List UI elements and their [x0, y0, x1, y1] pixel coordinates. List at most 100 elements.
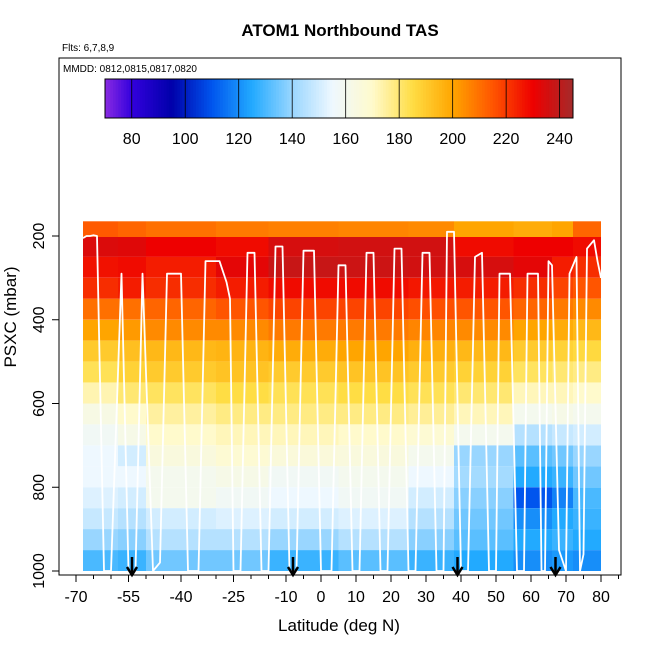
heatmap-cell — [513, 298, 552, 320]
colorbar-swatch — [211, 79, 216, 118]
heatmap-cell — [338, 221, 409, 237]
colorbar-swatch — [372, 79, 376, 118]
colorbar-swatch — [337, 79, 341, 118]
heatmap-cell — [513, 487, 552, 509]
heatmap-cell — [83, 221, 118, 237]
colorbar-tick-label: 240 — [546, 131, 573, 148]
colorbar-swatch — [228, 79, 232, 118]
colorbar-swatch — [198, 79, 202, 118]
heatmap-cell — [268, 319, 339, 341]
heatmap-cell — [268, 382, 339, 404]
colorbar-swatch — [492, 79, 496, 118]
colorbar-swatch — [129, 79, 133, 118]
heatmap-cell — [573, 466, 601, 488]
heatmap-cell — [268, 466, 339, 488]
heatmap-cell — [268, 424, 339, 446]
heatmap-cell — [146, 508, 216, 530]
heatmap-cell — [513, 382, 552, 404]
heatmap-cell — [268, 361, 339, 383]
colorbar-swatch — [431, 79, 435, 118]
colorbar-swatch — [193, 79, 197, 118]
heatmap-cell — [268, 529, 339, 550]
heatmap-cell — [146, 466, 216, 488]
chart-title: ATOM1 Northbound TAS — [241, 21, 438, 40]
colorbar-swatch — [153, 79, 157, 118]
colorbar-swatch — [468, 79, 472, 118]
colorbar-swatch — [107, 79, 111, 118]
colorbar-swatch — [131, 79, 135, 118]
colorbar-swatch — [484, 79, 488, 118]
heatmap-cell — [552, 466, 573, 488]
heatmap-cell — [216, 529, 269, 550]
colorbar-swatch — [219, 79, 224, 118]
heatmap-cell — [83, 237, 118, 257]
colorbar-swatch — [404, 79, 408, 118]
colorbar-swatch — [367, 79, 371, 118]
colorbar-swatch — [417, 79, 421, 118]
colorbar-swatch — [452, 79, 456, 118]
x-tick-label: 40 — [452, 589, 470, 606]
colorbar-swatch — [177, 79, 181, 118]
colorbar-swatch — [316, 79, 320, 118]
colorbar-swatch — [428, 79, 432, 118]
colorbar-swatch — [540, 79, 544, 118]
y-axis-title: PSXC (mbar) — [1, 266, 20, 367]
x-tick-label: 70 — [557, 589, 575, 606]
heatmap-cell — [146, 237, 216, 257]
plot-frame — [58, 57, 622, 576]
heatmap-cell — [118, 221, 146, 237]
colorbar-swatch — [297, 79, 301, 118]
heatmap-cell — [338, 508, 409, 530]
colorbar-swatch — [110, 79, 114, 118]
x-tick-label: 0 — [317, 589, 326, 606]
tropopause-line — [82, 230, 602, 572]
colorbar-swatch — [190, 79, 194, 118]
colorbar-swatch — [244, 79, 248, 118]
heatmap-cell — [146, 221, 216, 237]
colorbar-swatch — [455, 79, 459, 118]
heatmap-cell — [573, 424, 601, 446]
colorbar-swatch — [209, 79, 213, 118]
colorbar-swatch — [105, 79, 109, 118]
colorbar-swatch — [155, 79, 159, 118]
heatmap-cell — [338, 550, 409, 571]
x-tick-label: -25 — [222, 589, 245, 606]
colorbar-swatch — [409, 79, 413, 118]
heatmap-cell — [513, 221, 552, 237]
colorbar-swatch — [195, 79, 199, 118]
colorbar-swatch — [134, 79, 138, 118]
heatmap-cell — [83, 466, 118, 488]
colorbar-swatch — [500, 79, 504, 118]
heatmap-cell — [513, 424, 552, 446]
colorbar-swatch — [556, 79, 561, 118]
heatmap-cell — [408, 508, 454, 530]
heatmap-cell — [118, 424, 146, 446]
colorbar-swatch — [401, 79, 405, 118]
heatmap-cell — [408, 237, 454, 257]
colorbar-swatch — [187, 79, 191, 118]
heatmap-cell — [552, 237, 573, 257]
colorbar-swatch — [185, 79, 189, 118]
heatmap-cell — [146, 445, 216, 467]
heatmap-cell — [408, 487, 454, 509]
colorbar-swatch — [169, 79, 173, 118]
heatmap-cell — [513, 466, 552, 488]
colorbar-swatch — [340, 79, 344, 118]
colorbar-swatch — [166, 79, 170, 118]
x-axis-title: Latitude (deg N) — [278, 616, 400, 635]
colorbar-swatch — [441, 79, 446, 118]
heatmap-cell — [268, 221, 339, 237]
colorbar-swatch — [142, 79, 146, 118]
heatmap-cell — [513, 529, 552, 550]
colorbar-swatch — [546, 79, 550, 118]
heatmap-cell — [118, 466, 146, 488]
heatmap-cell — [83, 340, 118, 362]
heatmap-cell — [83, 298, 118, 320]
colorbar-swatch — [302, 79, 306, 118]
colorbar-swatch — [412, 79, 416, 118]
colorbar-swatch — [479, 79, 483, 118]
x-tick-label: 80 — [592, 589, 610, 606]
colorbar-swatch — [535, 79, 539, 118]
colorbar-swatch — [449, 79, 454, 118]
colorbar-swatch — [388, 79, 392, 118]
